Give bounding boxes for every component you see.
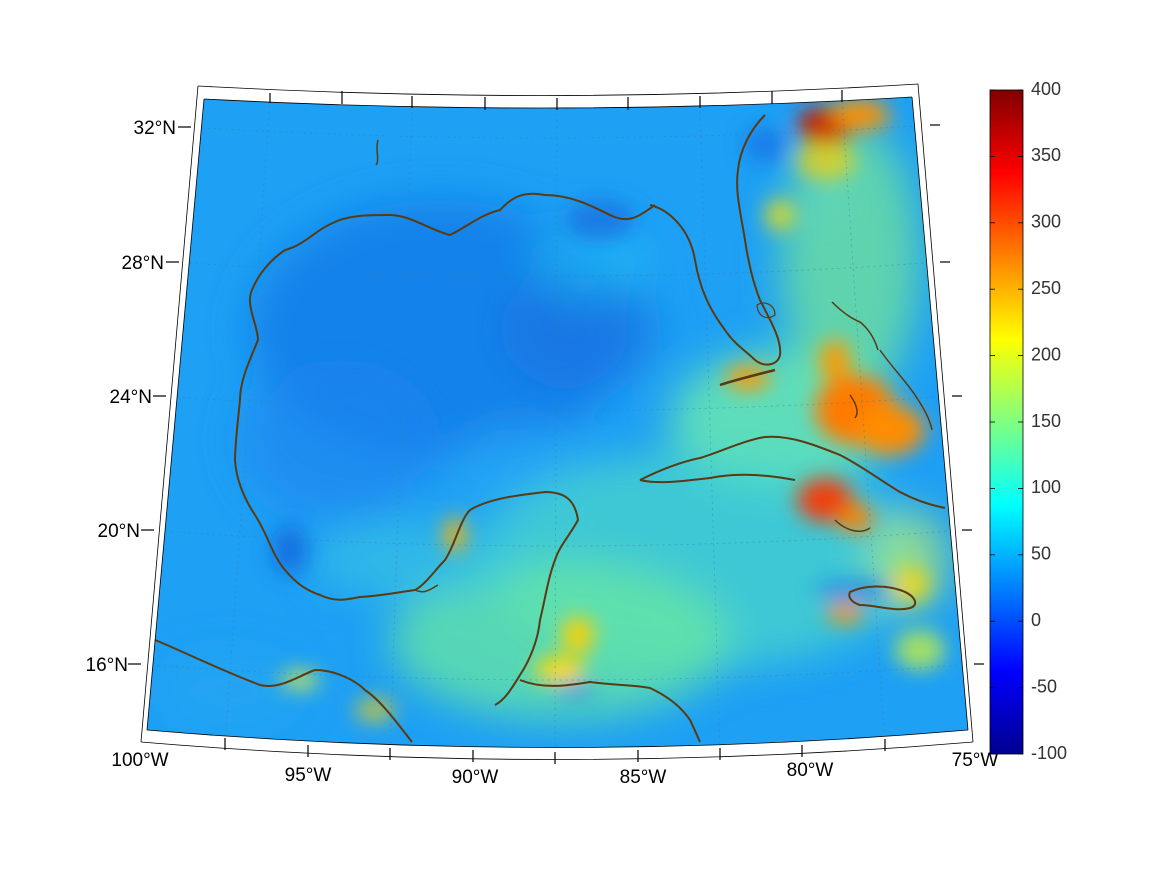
colorbar-ticks: 400 350 300 250 200 150 100 50 0 -50 -100 xyxy=(990,79,1067,763)
colorbar: 400 350 300 250 200 150 100 50 0 -50 -100 xyxy=(989,79,1067,763)
graticule xyxy=(147,99,968,748)
frame-ticks xyxy=(128,90,984,764)
lon-label-75w: 75°W xyxy=(952,750,999,771)
colorbar-tick-label: 100 xyxy=(1031,477,1061,497)
colorbar-tick-label: 200 xyxy=(1031,344,1061,364)
lon-label-95w: 95°W xyxy=(285,765,332,786)
colorbar-tick-label: 400 xyxy=(1031,79,1061,99)
lat-label-28n: 28°N xyxy=(122,253,164,274)
lat-label-16n: 16°N xyxy=(86,655,128,676)
data-field xyxy=(147,97,968,748)
lat-label-24n: 24°N xyxy=(110,387,152,408)
colorbar-gradient xyxy=(989,89,1024,755)
colorbar-tick-label: 300 xyxy=(1031,212,1061,232)
lat-label-32n: 32°N xyxy=(134,118,176,139)
lat-label-20n: 20°N xyxy=(98,521,140,542)
latitude-labels: 32°N 28°N 24°N 20°N 16°N xyxy=(86,118,176,676)
map-frame xyxy=(140,83,974,760)
colorbar-tick-label: 150 xyxy=(1031,411,1061,431)
colorbar-tick-label: 50 xyxy=(1031,544,1051,564)
lon-label-100w: 100°W xyxy=(111,750,168,771)
lon-label-85w: 85°W xyxy=(620,767,667,788)
colorbar-tick-label: -100 xyxy=(1031,743,1067,763)
lon-label-90w: 90°W xyxy=(452,767,499,788)
colorbar-tick-label: -50 xyxy=(1031,676,1057,696)
coastlines xyxy=(154,114,946,743)
longitude-labels: 100°W 95°W 90°W 85°W 80°W 75°W xyxy=(111,750,998,788)
colorbar-tick-label: 250 xyxy=(1031,278,1061,298)
colorbar-tick-label: 0 xyxy=(1031,610,1041,630)
colorbar-tick-label: 350 xyxy=(1031,145,1061,165)
lon-label-80w: 80°W xyxy=(787,760,834,781)
